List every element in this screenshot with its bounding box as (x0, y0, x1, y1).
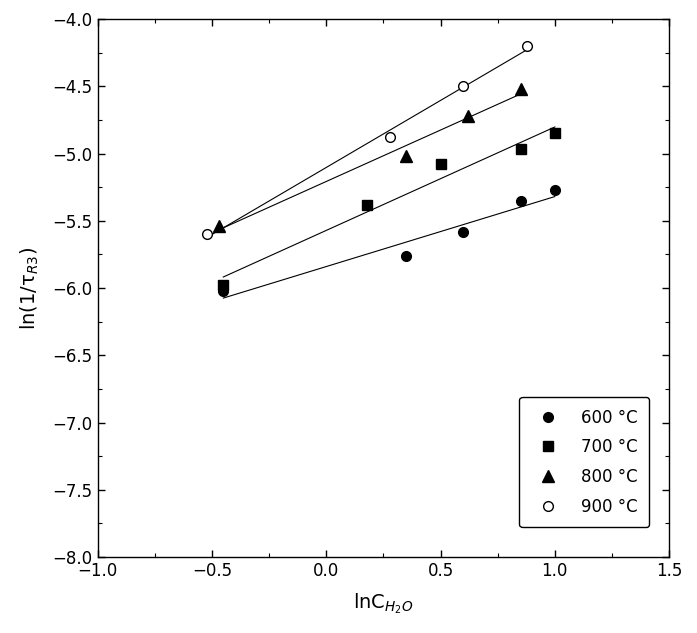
900 °C (386, 134, 395, 141)
600 °C (551, 186, 559, 194)
800 °C (516, 85, 525, 92)
700 °C (363, 201, 372, 208)
Line: 800 °C: 800 °C (213, 84, 526, 232)
Y-axis label: ln(1/τ$_{R3}$): ln(1/τ$_{R3}$) (20, 246, 42, 330)
X-axis label: lnC$_{H_2O}$: lnC$_{H_2O}$ (353, 591, 413, 616)
700 °C (551, 130, 559, 137)
600 °C (219, 287, 227, 294)
800 °C (215, 222, 223, 230)
900 °C (459, 82, 468, 90)
900 °C (203, 230, 211, 238)
600 °C (516, 197, 525, 204)
Line: 600 °C: 600 °C (218, 185, 560, 296)
600 °C (402, 252, 411, 260)
800 °C (402, 153, 411, 160)
Line: 900 °C: 900 °C (202, 41, 533, 239)
600 °C (459, 228, 468, 235)
800 °C (464, 112, 472, 120)
Legend: 600 °C, 700 °C, 800 °C, 900 °C: 600 °C, 700 °C, 800 °C, 900 °C (519, 397, 650, 527)
900 °C (523, 42, 532, 50)
700 °C (219, 282, 227, 289)
Line: 700 °C: 700 °C (218, 128, 560, 290)
700 °C (516, 146, 525, 153)
700 °C (436, 161, 445, 168)
